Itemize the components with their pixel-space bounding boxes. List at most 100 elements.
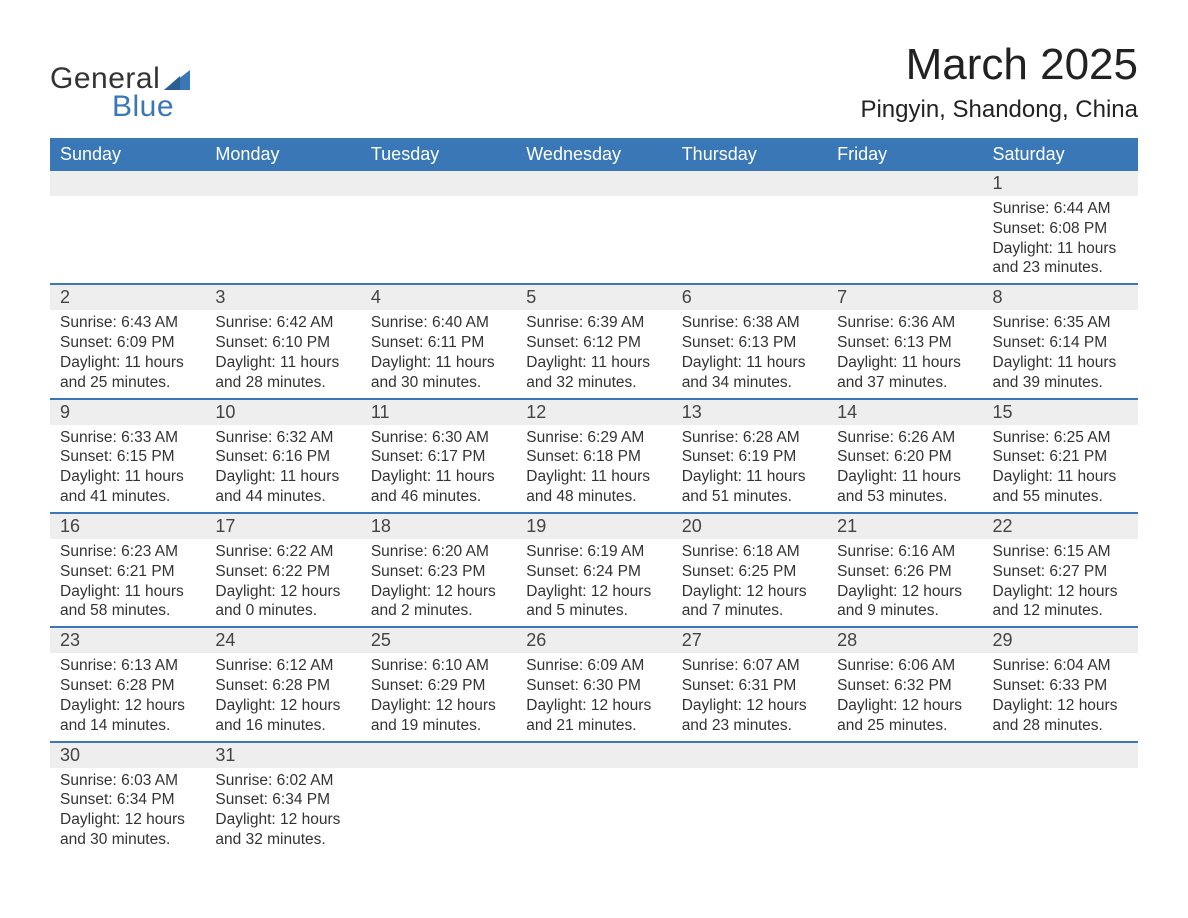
daylight-text: Daylight: 11 hours and 55 minutes. [993,467,1128,507]
calendar-table: Sunday Monday Tuesday Wednesday Thursday… [50,138,1138,855]
sunrise-text: Sunrise: 6:13 AM [60,656,195,676]
day-cell-number: 13 [672,399,827,425]
day-cell-number [361,171,516,196]
day-cell-number: 7 [827,284,982,310]
day-data [827,768,982,848]
daylight-text: Daylight: 12 hours and 25 minutes. [837,696,972,736]
week-daynum-row: 16171819202122 [50,513,1138,539]
day-cell-number: 23 [50,627,205,653]
day-number: 22 [983,514,1138,539]
day-cell-number: 10 [205,399,360,425]
sunrise-text: Sunrise: 6:40 AM [371,313,506,333]
daylight-text: Daylight: 12 hours and 14 minutes. [60,696,195,736]
day-data: Sunrise: 6:29 AMSunset: 6:18 PMDaylight:… [516,425,671,512]
week-daynum-row: 2345678 [50,284,1138,310]
day-cell-number: 21 [827,513,982,539]
day-cell-number: 1 [983,171,1138,196]
daylight-text: Daylight: 12 hours and 5 minutes. [526,582,661,622]
sunset-text: Sunset: 6:13 PM [682,333,817,353]
sunset-text: Sunset: 6:33 PM [993,676,1128,696]
day-cell-number [361,742,516,768]
day-data [516,768,671,848]
day-number: 1 [983,171,1138,196]
sunset-text: Sunset: 6:30 PM [526,676,661,696]
day-data: Sunrise: 6:02 AMSunset: 6:34 PMDaylight:… [205,768,360,855]
day-data: Sunrise: 6:26 AMSunset: 6:20 PMDaylight:… [827,425,982,512]
day-cell-number [50,171,205,196]
day-cell-number: 17 [205,513,360,539]
day-cell-data: Sunrise: 6:12 AMSunset: 6:28 PMDaylight:… [205,653,360,741]
sunset-text: Sunset: 6:28 PM [215,676,350,696]
day-data: Sunrise: 6:07 AMSunset: 6:31 PMDaylight:… [672,653,827,740]
day-number: 27 [672,628,827,653]
day-data: Sunrise: 6:18 AMSunset: 6:25 PMDaylight:… [672,539,827,626]
week-data-row: Sunrise: 6:44 AMSunset: 6:08 PMDaylight:… [50,196,1138,284]
day-cell-data: Sunrise: 6:04 AMSunset: 6:33 PMDaylight:… [983,653,1138,741]
sunrise-text: Sunrise: 6:04 AM [993,656,1128,676]
day-number: 12 [516,400,671,425]
day-cell-number [205,171,360,196]
sunset-text: Sunset: 6:08 PM [993,219,1128,239]
day-cell-data: Sunrise: 6:15 AMSunset: 6:27 PMDaylight:… [983,539,1138,627]
week-data-row: Sunrise: 6:23 AMSunset: 6:21 PMDaylight:… [50,539,1138,627]
day-data: Sunrise: 6:32 AMSunset: 6:16 PMDaylight:… [205,425,360,512]
daylight-text: Daylight: 11 hours and 32 minutes. [526,353,661,393]
sunset-text: Sunset: 6:17 PM [371,447,506,467]
sunset-text: Sunset: 6:26 PM [837,562,972,582]
day-cell-number: 6 [672,284,827,310]
daylight-text: Daylight: 12 hours and 0 minutes. [215,582,350,622]
week-daynum-row: 23242526272829 [50,627,1138,653]
sunset-text: Sunset: 6:11 PM [371,333,506,353]
day-number [672,743,827,767]
sunset-text: Sunset: 6:15 PM [60,447,195,467]
day-cell-data [205,196,360,284]
sunset-text: Sunset: 6:13 PM [837,333,972,353]
day-cell-data: Sunrise: 6:44 AMSunset: 6:08 PMDaylight:… [983,196,1138,284]
daylight-text: Daylight: 12 hours and 7 minutes. [682,582,817,622]
week-data-row: Sunrise: 6:33 AMSunset: 6:15 PMDaylight:… [50,425,1138,513]
day-cell-data [50,196,205,284]
sunrise-text: Sunrise: 6:44 AM [993,199,1128,219]
col-tuesday: Tuesday [361,138,516,171]
day-number: 30 [50,743,205,768]
day-number: 25 [361,628,516,653]
day-cell-data: Sunrise: 6:16 AMSunset: 6:26 PMDaylight:… [827,539,982,627]
day-cell-data [361,768,516,855]
sunrise-text: Sunrise: 6:15 AM [993,542,1128,562]
day-cell-number: 24 [205,627,360,653]
day-data [516,196,671,276]
day-data: Sunrise: 6:10 AMSunset: 6:29 PMDaylight:… [361,653,516,740]
sunrise-text: Sunrise: 6:07 AM [682,656,817,676]
sunrise-text: Sunrise: 6:19 AM [526,542,661,562]
day-data: Sunrise: 6:44 AMSunset: 6:08 PMDaylight:… [983,196,1138,283]
sunrise-text: Sunrise: 6:30 AM [371,428,506,448]
sunset-text: Sunset: 6:20 PM [837,447,972,467]
day-cell-number: 8 [983,284,1138,310]
day-number: 6 [672,285,827,310]
day-data: Sunrise: 6:23 AMSunset: 6:21 PMDaylight:… [50,539,205,626]
day-data [50,196,205,276]
col-wednesday: Wednesday [516,138,671,171]
day-cell-data: Sunrise: 6:28 AMSunset: 6:19 PMDaylight:… [672,425,827,513]
day-cell-number: 12 [516,399,671,425]
day-cell-number [672,171,827,196]
day-data: Sunrise: 6:16 AMSunset: 6:26 PMDaylight:… [827,539,982,626]
day-cell-number: 27 [672,627,827,653]
day-data: Sunrise: 6:19 AMSunset: 6:24 PMDaylight:… [516,539,671,626]
col-saturday: Saturday [983,138,1138,171]
day-data [672,196,827,276]
day-number [827,743,982,767]
col-monday: Monday [205,138,360,171]
day-data: Sunrise: 6:22 AMSunset: 6:22 PMDaylight:… [205,539,360,626]
day-cell-number: 31 [205,742,360,768]
day-number: 10 [205,400,360,425]
day-cell-number: 9 [50,399,205,425]
day-cell-data [672,768,827,855]
day-data: Sunrise: 6:13 AMSunset: 6:28 PMDaylight:… [50,653,205,740]
sunset-text: Sunset: 6:34 PM [215,790,350,810]
day-cell-number: 28 [827,627,982,653]
day-data [827,196,982,276]
sunset-text: Sunset: 6:28 PM [60,676,195,696]
day-number: 23 [50,628,205,653]
day-cell-number: 22 [983,513,1138,539]
